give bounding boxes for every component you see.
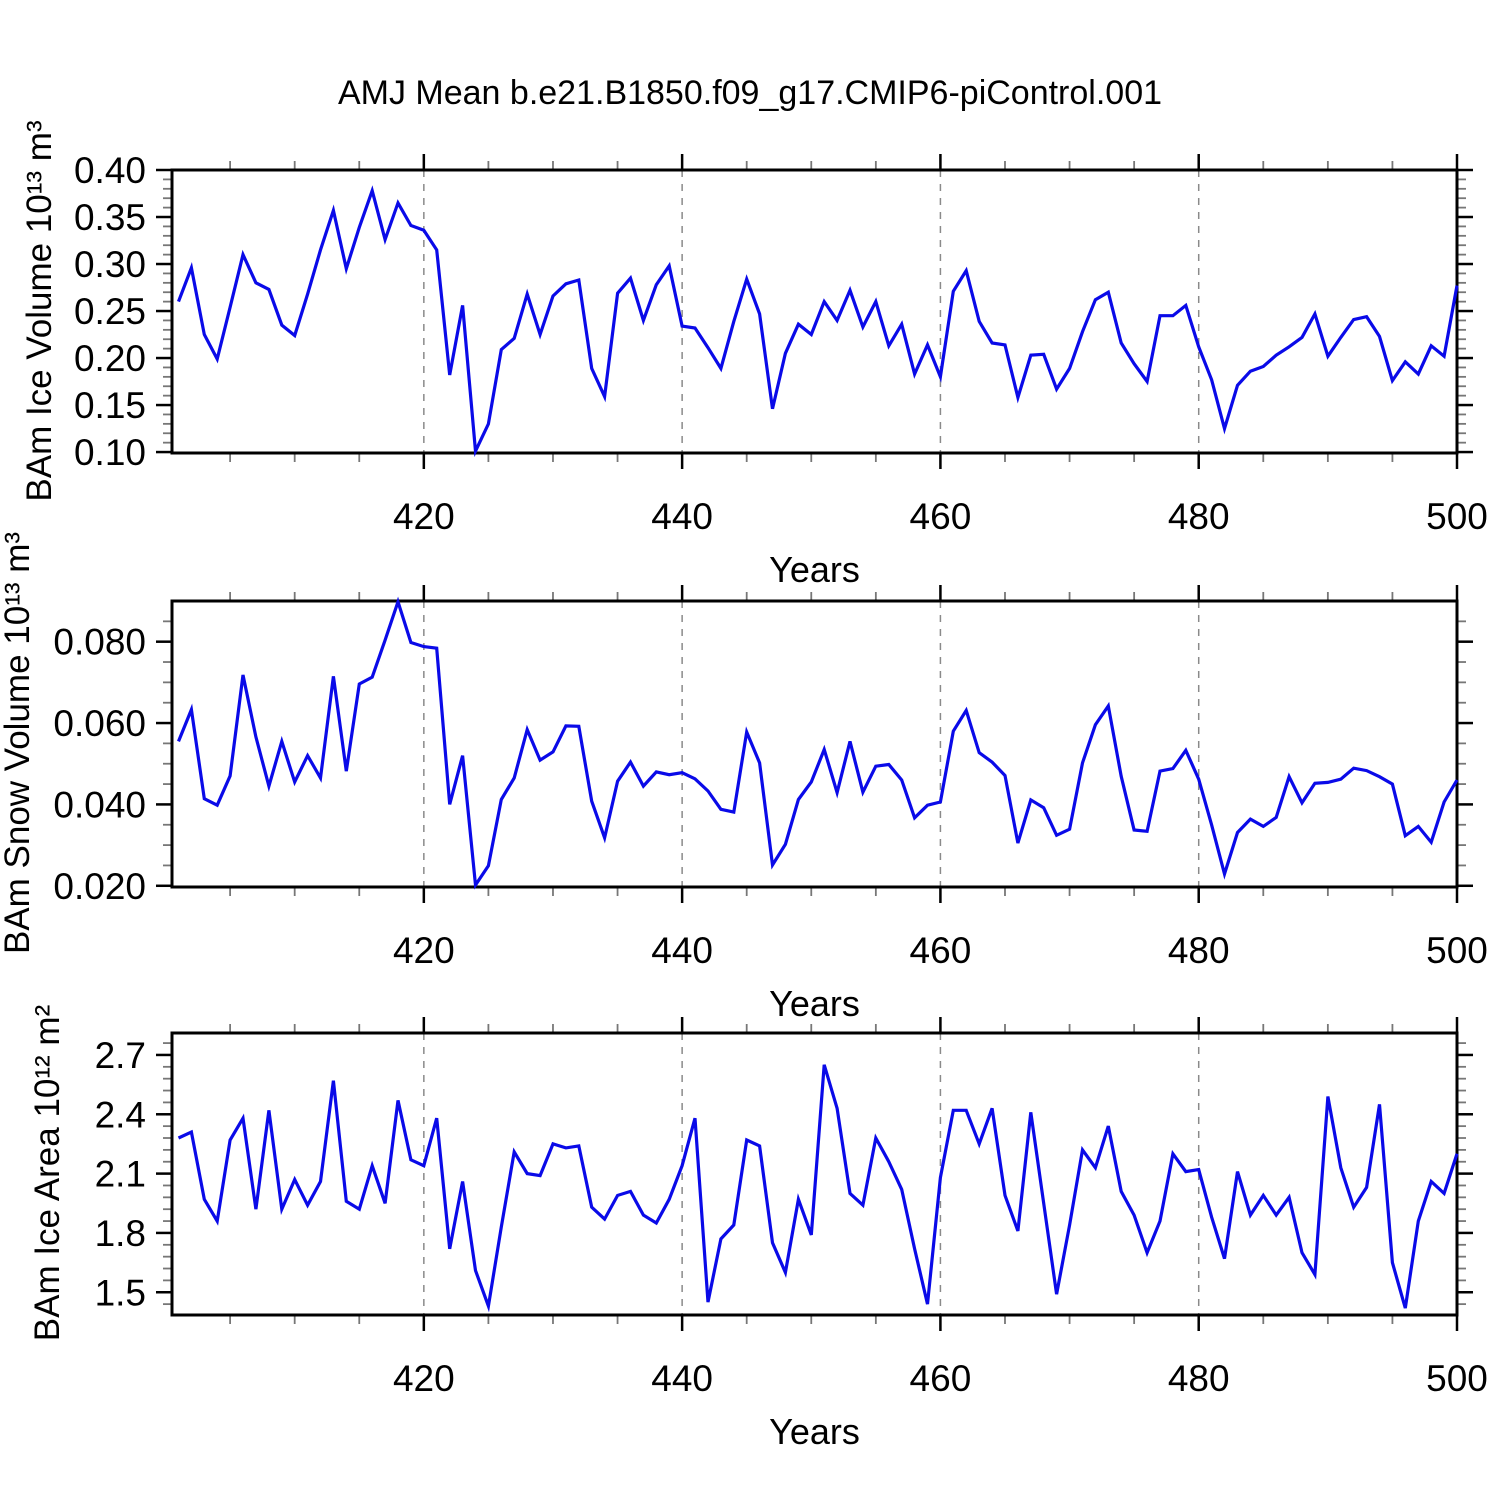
- x-tick-label: 420: [393, 496, 455, 537]
- x-tick-label: 460: [910, 1358, 972, 1399]
- x-tick-label: 480: [1168, 1358, 1230, 1399]
- x-tick-label: 500: [1426, 1358, 1488, 1399]
- y-tick-label: 2.7: [95, 1035, 146, 1076]
- data-line-ice-volume: [177, 185, 1459, 458]
- x-tick-label: 440: [651, 496, 713, 537]
- axis-box: [170, 599, 1459, 889]
- y-tick-label: 0.35: [74, 197, 146, 238]
- x-tick-label: 500: [1426, 930, 1488, 971]
- y-tick-label: 0.20: [74, 338, 146, 379]
- x-tick-label: 500: [1426, 496, 1488, 537]
- x-tick-label: 420: [393, 930, 455, 971]
- y-tick-label: 0.040: [53, 784, 146, 825]
- y-tick-label: 2.1: [95, 1154, 146, 1195]
- x-axis-label-panel3: Years: [769, 1411, 860, 1452]
- y-tick-label: 1.8: [95, 1213, 146, 1254]
- y-tick-label: 0.10: [74, 432, 146, 473]
- x-tick-label: 460: [910, 930, 972, 971]
- y-tick-label: 0.25: [74, 291, 146, 332]
- y-axis-label-ice-area: BAm Ice Area 10¹² m²: [28, 1004, 67, 1342]
- axis-box: [170, 1031, 1459, 1317]
- panel-ice-area: 420 440 460 480 500 1.5 1.8 2.1 2.4 2.7: [95, 1017, 1488, 1399]
- panel-ice-volume: 420 440 460 480 500 0.10 0.15 0.20 0.25 0.30 0.35 0…: [74, 150, 1488, 537]
- x-tick-label: 440: [651, 1358, 713, 1399]
- x-tick-label: 420: [393, 1358, 455, 1399]
- y-tick-label: 0.080: [53, 622, 146, 663]
- panel-snow-volume: 420 440 460 480 500 0.020 0.040 0.060 0.080: [53, 585, 1488, 971]
- chart-title: AMJ Mean b.e21.B1850.f09_g17.CMIP6-piCon…: [337, 74, 1163, 112]
- x-axis-label-panel1: Years: [769, 549, 860, 590]
- y-tick-label: 0.060: [53, 703, 146, 744]
- y-tick-label: 2.4: [95, 1094, 146, 1135]
- data-line-snow-volume: [177, 596, 1459, 890]
- x-tick-label: 440: [651, 930, 713, 971]
- y-tick-label: 0.020: [53, 866, 146, 907]
- x-tick-label: 480: [1168, 930, 1230, 971]
- x-axis-label-panel2: Years: [769, 983, 860, 1024]
- y-tick-label: 0.15: [74, 385, 146, 426]
- x-tick-label: 480: [1168, 496, 1230, 537]
- y-tick-label: 0.40: [74, 150, 146, 191]
- y-tick-label: 0.30: [74, 244, 146, 285]
- axis-box: [170, 168, 1459, 455]
- x-tick-label: 460: [910, 496, 972, 537]
- y-tick-label: 1.5: [95, 1272, 146, 1313]
- data-line-ice-area: [177, 1064, 1459, 1313]
